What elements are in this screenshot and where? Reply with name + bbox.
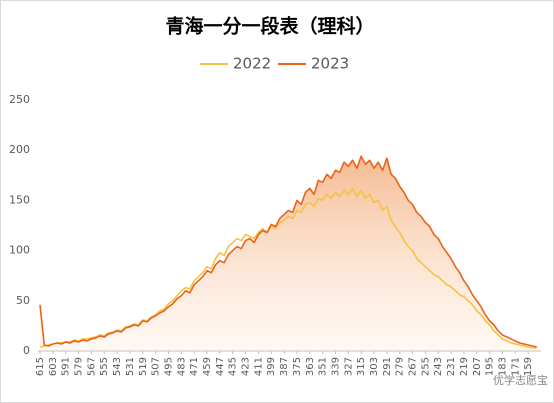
legend-label: 2022 bbox=[233, 55, 271, 73]
x-tick-label: 507 bbox=[151, 357, 162, 376]
x-tick-label: 159 bbox=[523, 357, 534, 376]
x-tick-label: 387 bbox=[279, 357, 290, 376]
x-tick-label: 219 bbox=[459, 357, 470, 376]
x-tick-label: 447 bbox=[215, 357, 226, 376]
chart-title: 青海一分一段表（理科） bbox=[165, 15, 374, 38]
watermark: 优学志愿宝 bbox=[493, 373, 548, 387]
x-tick-label: 231 bbox=[446, 357, 457, 376]
x-tick-label: 291 bbox=[382, 357, 393, 376]
y-tick-label: 50 bbox=[16, 294, 30, 307]
x-tick-label: 591 bbox=[61, 357, 72, 376]
x-tick-label: 603 bbox=[48, 357, 59, 376]
x-tick-label: 531 bbox=[125, 357, 136, 376]
x-tick-label: 267 bbox=[408, 357, 419, 376]
x-tick-label: 351 bbox=[318, 357, 329, 376]
x-tick-label: 207 bbox=[472, 357, 483, 376]
x-tick-label: 303 bbox=[369, 357, 380, 376]
y-tick-label: 0 bbox=[23, 344, 30, 357]
x-tick-label: 615 bbox=[35, 357, 46, 376]
series-line bbox=[39, 155, 537, 348]
y-tick-label: 150 bbox=[9, 193, 30, 206]
x-tick-label: 423 bbox=[241, 357, 252, 376]
x-tick-label: 279 bbox=[395, 357, 406, 376]
x-tick-label: 195 bbox=[485, 357, 496, 376]
x-tick-label: 519 bbox=[138, 357, 149, 376]
x-tick-label: 171 bbox=[510, 357, 521, 376]
x-tick-label: 255 bbox=[420, 357, 431, 376]
y-tick-label: 200 bbox=[9, 143, 30, 156]
x-tick-label: 339 bbox=[330, 357, 341, 376]
x-tick-label: 459 bbox=[202, 357, 213, 376]
x-tick-label: 327 bbox=[343, 357, 354, 376]
x-tick-label: 399 bbox=[266, 357, 277, 376]
x-tick-label: 555 bbox=[99, 357, 110, 376]
x-tick-label: 567 bbox=[86, 357, 97, 376]
x-tick-label: 183 bbox=[497, 357, 508, 376]
legend-label: 2023 bbox=[311, 55, 349, 73]
x-tick-label: 435 bbox=[228, 357, 239, 376]
x-tick-label: 243 bbox=[433, 357, 444, 376]
x-tick-label: 363 bbox=[305, 357, 316, 376]
x-tick-label: 543 bbox=[112, 357, 123, 376]
y-tick-label: 250 bbox=[9, 93, 30, 106]
x-tick-label: 471 bbox=[189, 357, 200, 376]
x-tick-label: 315 bbox=[356, 357, 367, 376]
x-tick-label: 495 bbox=[163, 357, 174, 376]
x-tick-label: 411 bbox=[253, 357, 264, 376]
y-tick-label: 100 bbox=[9, 244, 30, 257]
x-tick-label: 579 bbox=[74, 357, 85, 376]
x-tick-label: 375 bbox=[292, 357, 303, 376]
x-tick-label: 483 bbox=[176, 357, 187, 376]
